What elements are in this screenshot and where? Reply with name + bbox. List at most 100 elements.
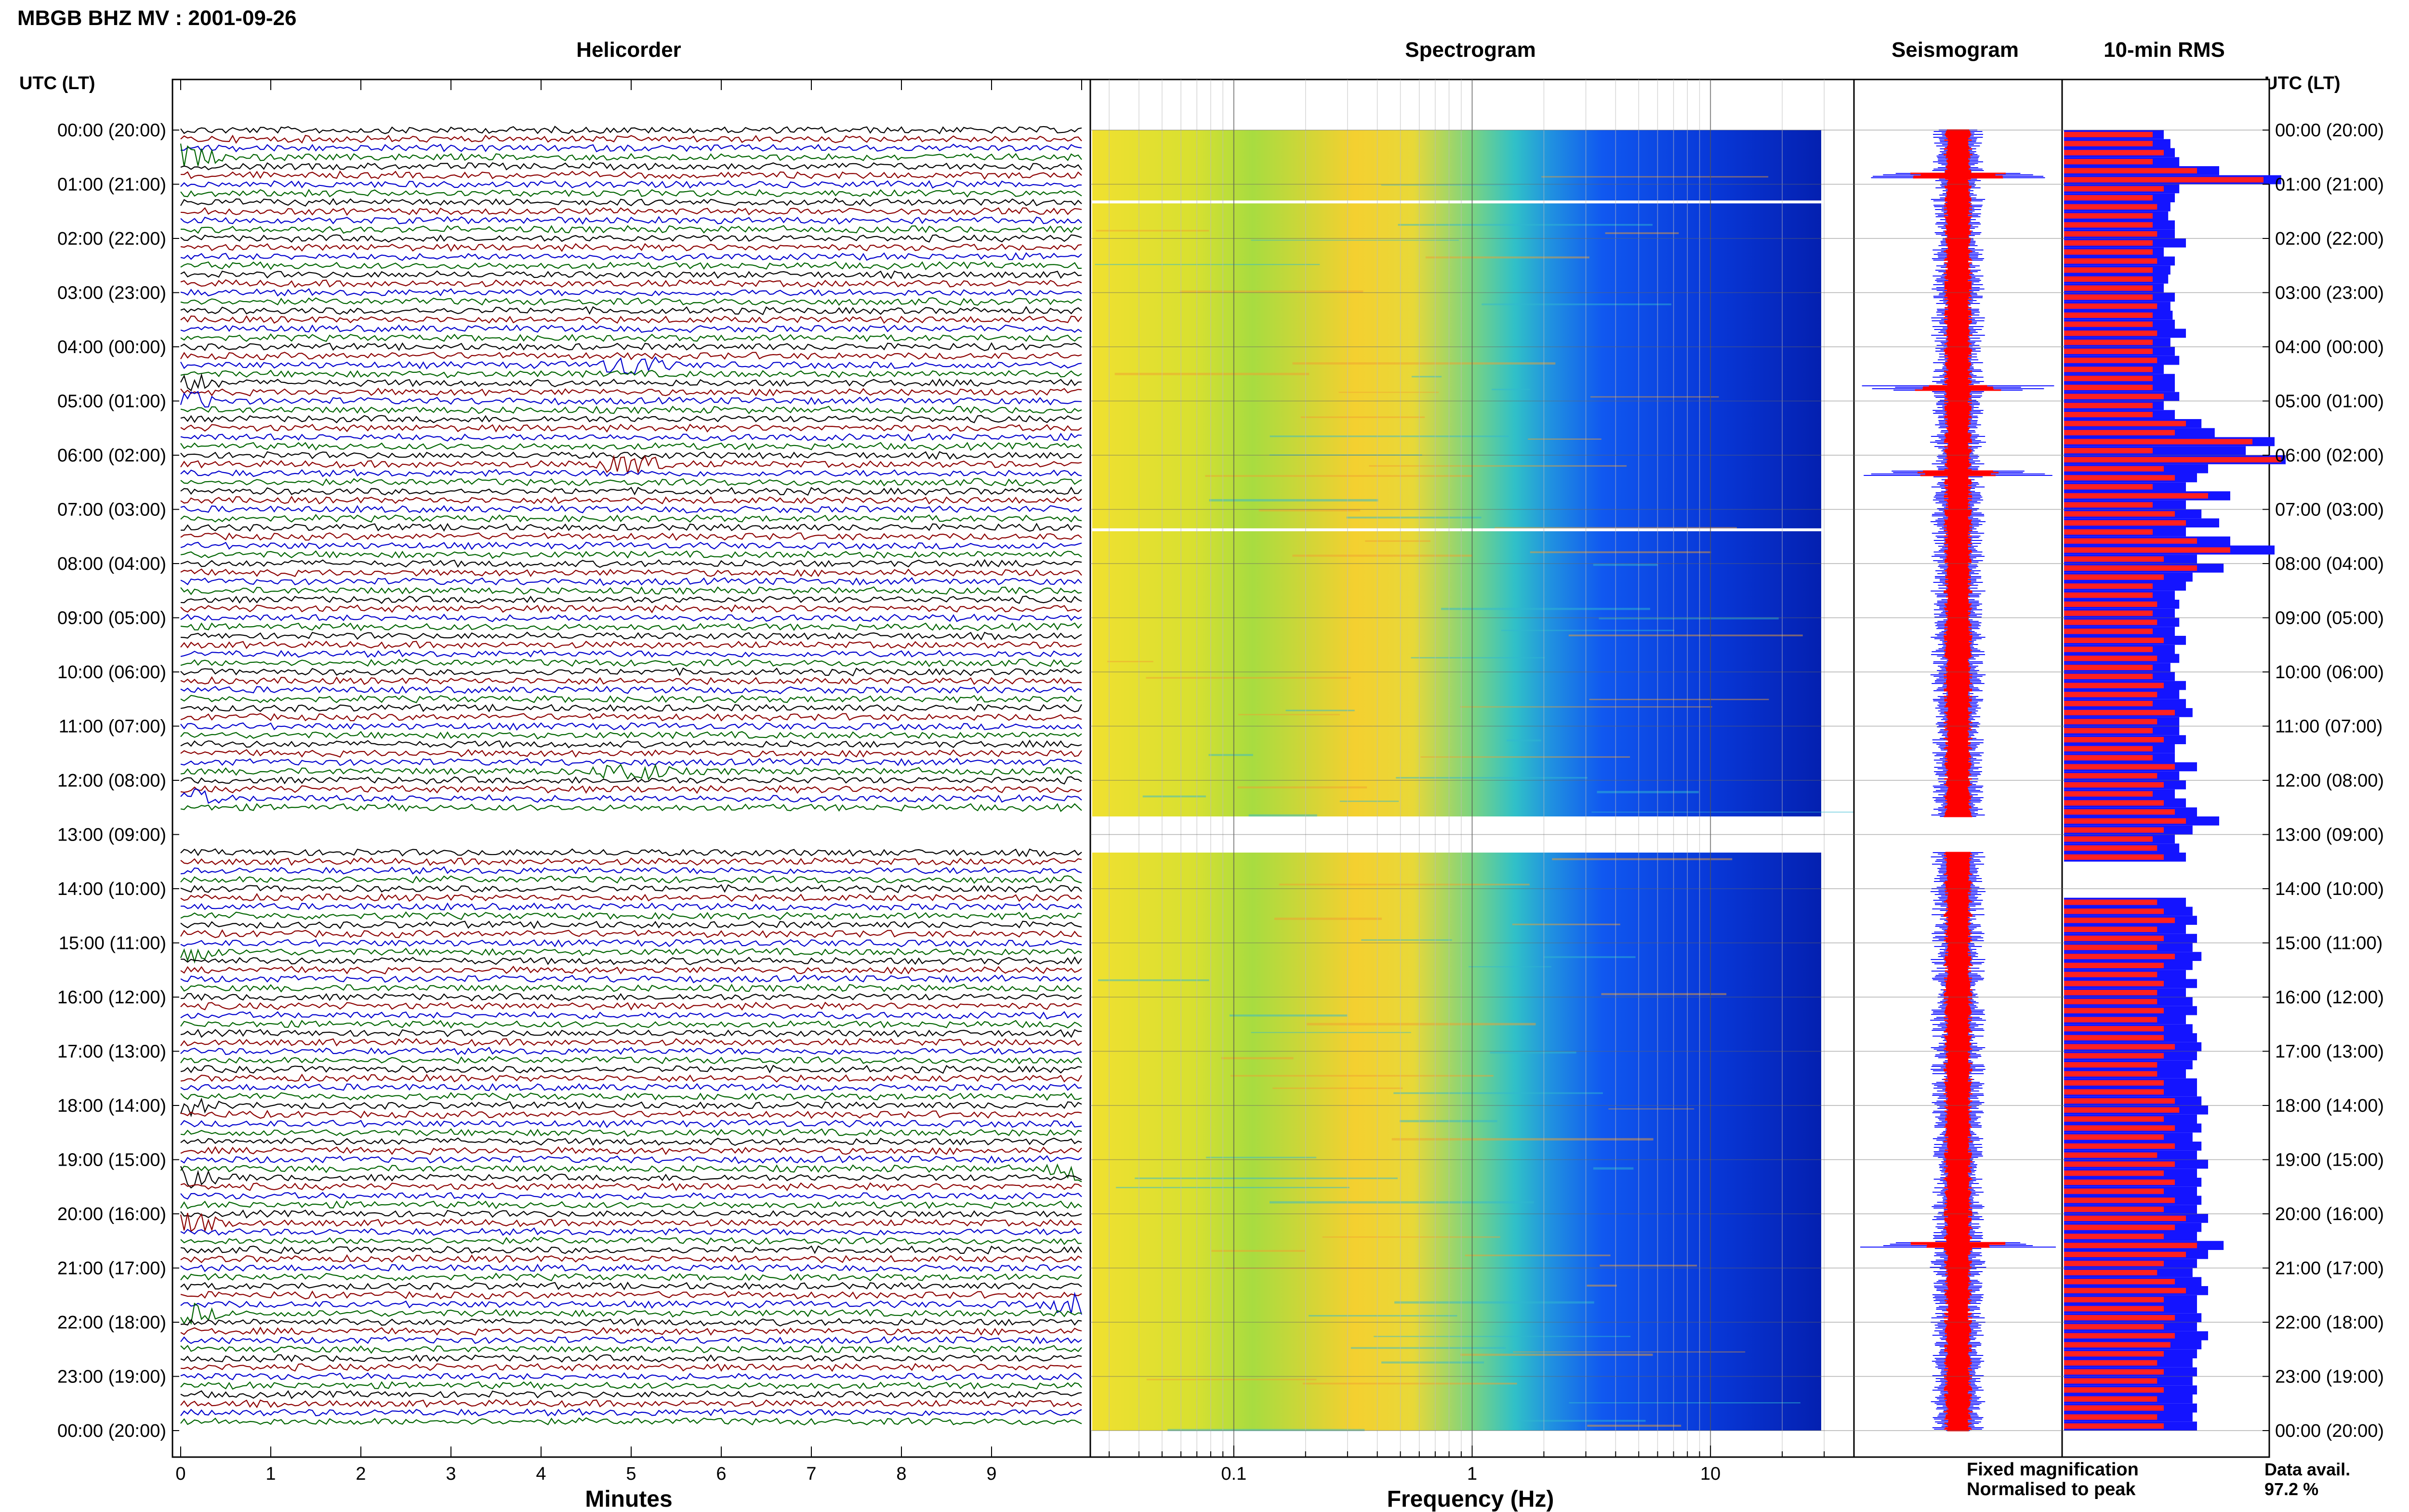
spectrogram-texture xyxy=(1420,756,1630,758)
helicorder-trace xyxy=(180,731,1082,740)
spectrogram-texture xyxy=(1593,564,1658,566)
rms-normalised-bar xyxy=(2064,421,2186,426)
spectrogram-title: Spectrogram xyxy=(1405,38,1535,62)
spectrogram-texture xyxy=(1411,657,1545,658)
rms-normalised-bar xyxy=(2064,285,2153,291)
helicorder-trace xyxy=(180,1200,1082,1210)
helicorder-trace xyxy=(180,197,1082,207)
spectrogram-texture xyxy=(1490,1051,1576,1054)
helicorder-trace xyxy=(180,324,1082,333)
hour-label-right: 06:00 (02:00) xyxy=(2275,446,2384,466)
helicorder-trace xyxy=(180,1163,1082,1183)
rms-normalised-bar xyxy=(2064,484,2153,490)
helicorder-trace xyxy=(180,1302,1082,1325)
rms-normalised-bar xyxy=(2064,809,2175,815)
rms-normalised-bar xyxy=(2064,629,2153,634)
rms-normalised-bar xyxy=(2064,520,2186,526)
rms-normalised-bar xyxy=(2064,1215,2186,1221)
helicorder-trace xyxy=(180,442,1082,451)
rms-normalised-bar xyxy=(2064,818,2186,824)
rms-normalised-bar xyxy=(2064,330,2158,336)
hour-label-right: 01:00 (21:00) xyxy=(2275,175,2384,195)
rms-normalised-bar xyxy=(2064,475,2175,481)
helicorder-trace xyxy=(180,1155,1082,1164)
helicorder-trace xyxy=(180,713,1082,722)
spectrogram-texture xyxy=(1597,790,1699,793)
helicorder-x-tick-label: 7 xyxy=(806,1464,816,1484)
rms-normalised-bar xyxy=(2064,529,2153,535)
legend-normalised-to-peak: Normalised to peak xyxy=(1967,1479,2136,1499)
rms-normalised-bar xyxy=(2064,168,2197,173)
helicorder-trace xyxy=(180,1083,1082,1092)
helicorder-trace xyxy=(180,622,1082,632)
helicorder-trace xyxy=(180,391,1082,408)
rms-normalised-bar xyxy=(2064,1414,2158,1420)
spectrogram-texture xyxy=(1142,795,1206,798)
helicorder-trace xyxy=(180,180,1082,189)
rms-normalised-bar xyxy=(2064,1360,2158,1366)
rms-normalised-bar xyxy=(2064,538,2197,544)
spectrogram-x-tick-label: 0.1 xyxy=(1221,1464,1246,1484)
helicorder-trace xyxy=(180,279,1082,288)
helicorder-trace xyxy=(180,1417,1082,1426)
helicorder-trace xyxy=(180,288,1082,297)
spectrogram-texture xyxy=(1513,1351,1746,1353)
spectrogram-texture xyxy=(1393,1092,1603,1094)
hour-label-right: 13:00 (09:00) xyxy=(2275,825,2384,845)
helicorder-trace xyxy=(180,785,1082,794)
helicorder-x-tick-label: 2 xyxy=(356,1464,366,1484)
helicorder-trace xyxy=(180,1182,1082,1192)
helicorder-trace xyxy=(180,1263,1082,1273)
helicorder-trace xyxy=(180,1091,1082,1101)
rms-normalised-bar xyxy=(2064,276,2153,282)
rms-normalised-bar xyxy=(2064,981,2164,986)
spectrogram-texture xyxy=(1238,714,1340,715)
rms-normalised-bar xyxy=(2064,376,2153,381)
rms-normalised-bar xyxy=(2064,357,2158,363)
spectrogram-texture xyxy=(1517,1420,1646,1422)
rms-normalised-bar xyxy=(2064,728,2153,734)
helicorder-trace xyxy=(180,965,1082,975)
hour-label-right: 11:00 (07:00) xyxy=(2275,717,2383,737)
spectrogram-texture xyxy=(1543,956,1636,958)
figure-title: MBGB BHZ MV : 2001-09-26 xyxy=(17,6,296,30)
helicorder-trace xyxy=(180,496,1082,505)
helicorder-trace xyxy=(180,161,1082,171)
helicorder-trace xyxy=(180,1272,1082,1282)
rms-normalised-bar xyxy=(2064,1324,2164,1329)
helicorder-x-tick-label: 8 xyxy=(896,1464,906,1484)
rms-normalised-bar xyxy=(2064,1107,2180,1113)
helicorder-trace xyxy=(180,577,1082,586)
spectrogram-texture xyxy=(1599,617,1779,619)
rms-normalised-bar xyxy=(2064,755,2153,761)
hour-label-left: 10:00 (06:00) xyxy=(57,662,166,683)
spectrogram-gap-line-2 xyxy=(1092,528,1821,531)
rms-normalised-bar xyxy=(2064,737,2164,743)
helicorder-trace xyxy=(180,893,1082,902)
helicorder-trace xyxy=(180,1381,1082,1390)
spectrogram-texture xyxy=(1269,1201,1534,1204)
helicorder-trace xyxy=(180,776,1082,785)
rms-normalised-bar xyxy=(2064,186,2164,192)
rms-normalised-bar xyxy=(2064,1270,2158,1275)
spectrogram-texture xyxy=(1098,979,1209,981)
rms-normalised-bar xyxy=(2064,547,2230,553)
rms-normalised-bar xyxy=(2064,1179,2175,1185)
rms-normalised-bar xyxy=(2064,610,2153,616)
hour-label-right: 16:00 (12:00) xyxy=(2275,987,2384,1008)
rms-normalised-bar xyxy=(2064,908,2164,914)
helicorder-trace xyxy=(180,1399,1082,1408)
spectrogram-texture xyxy=(1441,607,1650,610)
spectrogram-texture xyxy=(1589,698,1769,700)
hour-label-right: 00:00 (20:00) xyxy=(2275,120,2384,141)
rms-normalised-bar xyxy=(2064,1017,2158,1023)
helicorder-trace xyxy=(180,189,1082,198)
rms-normalised-bar xyxy=(2064,204,2158,210)
spectrogram-texture xyxy=(1146,677,1351,679)
spectrogram-texture xyxy=(1211,1249,1305,1252)
hour-label-right: 23:00 (19:00) xyxy=(2275,1367,2384,1387)
rms-normalised-bar xyxy=(2064,1396,2158,1402)
helicorder-trace xyxy=(180,640,1082,649)
hour-label-left: 21:00 (17:00) xyxy=(57,1259,166,1279)
rms-normalised-bar xyxy=(2064,592,2153,598)
